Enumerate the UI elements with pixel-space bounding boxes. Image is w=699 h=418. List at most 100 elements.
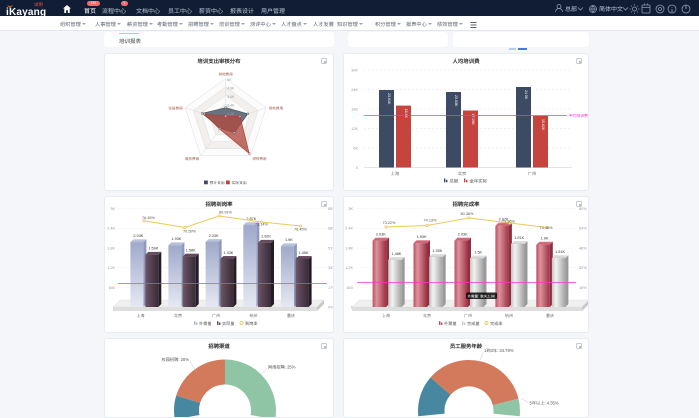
svg-text:1.45K: 1.45K <box>299 251 309 256</box>
svg-text:北京: 北京 <box>458 171 466 177</box>
svg-text:34%: 34% <box>328 266 334 271</box>
svg-text:全年实际: 全年实际 <box>470 178 488 184</box>
svg-text:85%: 85% <box>328 207 334 212</box>
svg-text:2.4K: 2.4K <box>345 227 353 232</box>
svg-text:其他费用: 其他费用 <box>219 72 234 78</box>
svg-text:2.4K: 2.4K <box>227 104 235 109</box>
svg-text:2.87K: 2.87K <box>246 217 256 222</box>
svg-text:0: 0 <box>356 166 358 171</box>
svg-text:16%: 16% <box>579 286 587 291</box>
svg-text:0: 0 <box>351 306 353 311</box>
svg-text:23.61K: 23.61K <box>386 93 391 105</box>
svg-text:75.14%: 75.14% <box>255 223 269 228</box>
svg-text:重庆: 重庆 <box>546 313 554 319</box>
svg-text:1到3年: 34.78%: 1到3年: 34.78% <box>484 348 514 354</box>
svg-text:5年以上: 4.35%: 5年以上: 4.35% <box>530 401 559 407</box>
svg-text:外需量: 重庆,1.9K: 外需量: 重庆,1.9K <box>468 294 496 299</box>
svg-text:上海: 上海 <box>391 171 400 177</box>
svg-text:2.87K: 2.87K <box>499 218 509 223</box>
svg-text:1.8K: 1.8K <box>107 246 115 251</box>
svg-text:外需量: 外需量 <box>199 321 212 327</box>
svg-text:68%: 68% <box>328 227 334 232</box>
svg-text:网络招聘: 25%: 网络招聘: 25% <box>268 365 296 371</box>
svg-text:1.5K: 1.5K <box>474 250 482 255</box>
svg-text:6K: 6K <box>353 146 358 151</box>
svg-text:32%: 32% <box>579 266 587 271</box>
svg-text:场地费用: 场地费用 <box>269 105 284 111</box>
svg-text:48%: 48% <box>579 246 587 251</box>
svg-text:2.03K: 2.03K <box>133 234 143 239</box>
svg-text:74.13%: 74.13% <box>424 219 438 224</box>
svg-text:6K: 6K <box>227 78 232 83</box>
svg-text:北京: 北京 <box>423 313 431 319</box>
svg-text:1.93K: 1.93K <box>171 237 181 242</box>
svg-text:51%: 51% <box>328 246 334 251</box>
svg-text:上海: 上海 <box>382 313 390 319</box>
svg-text:64%: 64% <box>579 227 587 232</box>
svg-text:杭州: 杭州 <box>250 313 258 319</box>
svg-text:17.28K: 17.28K <box>470 114 475 126</box>
svg-text:17%: 17% <box>328 286 334 291</box>
svg-text:总额: 总额 <box>450 178 459 184</box>
svg-text:80.36%: 80.36% <box>461 212 475 217</box>
svg-text:1.93K: 1.93K <box>417 235 427 240</box>
svg-text:75.86%: 75.86% <box>502 220 516 225</box>
svg-text:完成率: 完成率 <box>490 321 503 327</box>
svg-text:1.9K: 1.9K <box>285 238 293 243</box>
svg-text:校园招聘: 20%: 校园招聘: 20% <box>162 357 190 363</box>
svg-text:0%: 0% <box>328 306 334 311</box>
svg-text:24.5K: 24.5K <box>523 90 528 100</box>
svg-text:4.8K: 4.8K <box>227 87 235 92</box>
svg-text:70.59%: 70.59% <box>183 230 197 235</box>
svg-text:实际量: 实际量 <box>222 321 235 327</box>
svg-text:600: 600 <box>109 286 115 291</box>
svg-text:预计支出: 预计支出 <box>210 180 225 186</box>
svg-text:76.45%: 76.45% <box>142 216 156 221</box>
svg-text:1.48K: 1.48K <box>391 252 401 257</box>
svg-text:完成量: 完成量 <box>467 321 480 327</box>
svg-text:1.92K: 1.92K <box>261 235 271 240</box>
svg-text:讲师费用: 讲师费用 <box>252 156 267 162</box>
svg-text:1.43K: 1.43K <box>223 251 233 256</box>
svg-text:80%: 80% <box>579 207 587 212</box>
svg-text:广州: 广州 <box>528 171 536 177</box>
svg-text:1.2K: 1.2K <box>345 266 353 271</box>
svg-text:1.58K: 1.58K <box>186 248 196 253</box>
svg-text:重庆: 重庆 <box>287 313 295 319</box>
svg-text:2.4K: 2.4K <box>107 227 115 232</box>
svg-text:外需量: 外需量 <box>444 321 457 327</box>
svg-text:住宿费用: 住宿费用 <box>168 105 183 111</box>
svg-text:1.91K: 1.91K <box>514 236 524 241</box>
svg-text:76.45%: 76.45% <box>294 228 308 233</box>
svg-text:平均培训费: 平均培训费 <box>569 113 588 119</box>
svg-text:2.03K: 2.03K <box>209 234 219 239</box>
svg-text:1.9K: 1.9K <box>541 237 549 242</box>
svg-text:到岗率: 到岗率 <box>245 321 258 327</box>
svg-text:广州: 广州 <box>464 313 472 319</box>
svg-text:80.91%: 80.91% <box>219 211 233 216</box>
svg-text:18K: 18K <box>351 107 358 112</box>
svg-text:73.22%: 73.22% <box>383 221 397 226</box>
svg-text:简体中文: 简体中文 <box>599 4 623 13</box>
svg-text:1.55K: 1.55K <box>432 249 442 254</box>
svg-text:1.2K: 1.2K <box>107 266 115 271</box>
svg-text:差旅费用: 差旅费用 <box>185 156 200 162</box>
svg-text:3.6K: 3.6K <box>227 95 235 100</box>
svg-text:1.8K: 1.8K <box>345 246 353 251</box>
svg-text:总部: 总部 <box>565 4 577 13</box>
svg-text:12K: 12K <box>351 127 358 132</box>
svg-text:上海: 上海 <box>137 313 145 319</box>
svg-text:74.46%: 74.46% <box>540 226 554 231</box>
svg-text:2.03K: 2.03K <box>458 232 468 237</box>
svg-text:3K: 3K <box>110 207 115 212</box>
svg-text:1.2K: 1.2K <box>227 112 235 117</box>
svg-text:18.8K: 18.8K <box>403 109 408 119</box>
svg-text:15.62K: 15.62K <box>540 119 545 131</box>
svg-text:广州: 广州 <box>212 313 220 319</box>
svg-text:3K: 3K <box>348 207 353 212</box>
svg-text:1.51K: 1.51K <box>555 250 565 255</box>
svg-text:30K: 30K <box>351 68 358 73</box>
svg-text:北京: 北京 <box>174 313 182 319</box>
svg-text:杭州: 杭州 <box>505 313 513 319</box>
svg-text:24K: 24K <box>351 88 358 93</box>
